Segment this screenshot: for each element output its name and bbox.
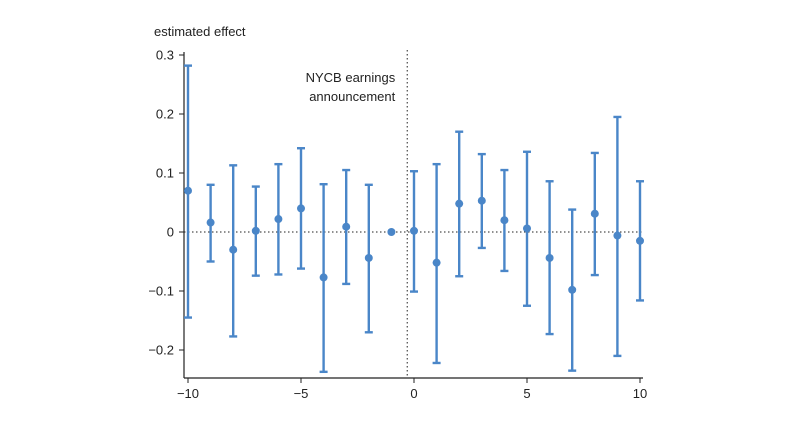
point-estimate — [297, 204, 305, 213]
point-estimate — [500, 216, 509, 225]
point-estimate — [636, 236, 644, 245]
event-annotation: NYCB earnings announcement — [306, 70, 396, 104]
point-estimate — [206, 218, 215, 227]
x-tick-label: −10 — [177, 386, 199, 401]
point-estimate — [319, 273, 328, 282]
y-axis-title: estimated effect — [154, 24, 246, 39]
reference-lines — [184, 50, 644, 378]
point-estimate — [410, 226, 418, 235]
point-estimate — [387, 228, 396, 236]
x-tick-label: 0 — [410, 386, 417, 401]
point-estimate — [590, 209, 599, 218]
point-estimate — [545, 253, 554, 262]
point-estimate — [455, 199, 464, 208]
point-estimate — [342, 222, 351, 231]
y-tick-label: 0 — [167, 225, 174, 240]
axes: 0.3 0.2 0.1 0 −0.1 −0.2 −10 −5 0 5 10 — [148, 48, 647, 402]
data-marks — [184, 64, 644, 374]
point-estimate — [251, 226, 260, 235]
point-estimate — [364, 253, 373, 262]
y-tick-label: 0.1 — [156, 166, 174, 181]
event-annotation-line: announcement — [309, 89, 395, 104]
point-estimate — [523, 224, 531, 233]
x-tick-label: 10 — [633, 386, 647, 401]
y-tick-label: −0.2 — [148, 343, 174, 358]
point-estimate — [274, 215, 283, 224]
x-tick-label: −5 — [294, 386, 309, 401]
point-estimate — [613, 231, 622, 240]
point-estimate — [432, 258, 441, 267]
y-tick-label: −0.1 — [148, 284, 174, 299]
point-estimate — [477, 196, 486, 205]
y-tick-label: 0.3 — [156, 48, 174, 63]
point-estimate — [229, 245, 238, 254]
y-tick-label: 0.2 — [156, 107, 174, 122]
point-estimate — [568, 285, 577, 294]
x-tick-label: 5 — [523, 386, 530, 401]
event-annotation-line: NYCB earnings — [306, 70, 396, 85]
point-estimate — [184, 186, 192, 195]
